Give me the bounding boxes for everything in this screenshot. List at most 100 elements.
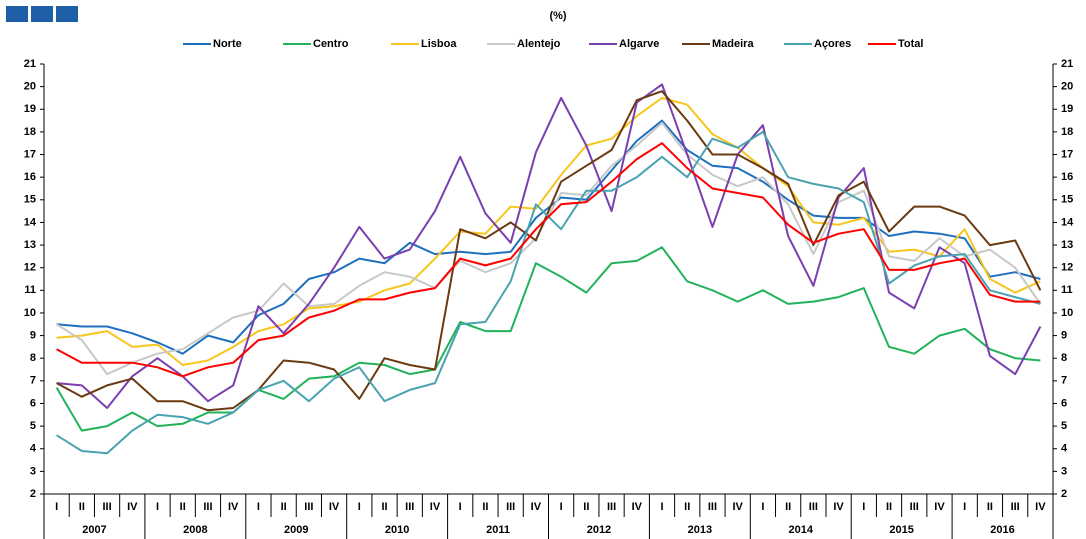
y-tick-label: 19 [24,103,36,115]
year-label: 2013 [688,524,712,536]
x-tick-label: II [79,501,85,513]
year-label: 2016 [990,524,1014,536]
x-tick-label: II [987,501,993,513]
y2-tick-label: 16 [1061,171,1073,183]
y2-tick-label: 7 [1061,375,1067,387]
x-tick-label: I [862,501,865,513]
year-label: 2011 [486,524,510,536]
y2-tick-label: 10 [1061,307,1073,319]
x-tick-label: III [708,501,717,513]
year-label: 2009 [284,524,308,536]
series-line [56,119,1041,355]
y-tick-label: 15 [24,194,36,206]
x-tick-label: III [506,501,515,513]
y-tick-label: 17 [24,148,36,160]
y-tick-label: 18 [24,126,36,138]
x-tick-label: I [55,501,58,513]
x-tick-label: I [358,501,361,513]
y-tick-label: 5 [30,420,36,432]
legend-label: Total [898,38,923,50]
legend-label: Algarve [619,38,659,50]
x-tick-label: IV [228,501,239,513]
y-tick-label: 8 [30,352,36,364]
x-tick-label: I [963,501,966,513]
year-label: 2012 [587,524,611,536]
x-tick-label: I [761,501,764,513]
year-label: 2007 [82,524,106,536]
y2-tick-label: 11 [1061,284,1073,296]
x-tick-label: IV [1035,501,1046,513]
legend-label: Centro [313,38,349,50]
x-tick-label: II [281,501,287,513]
legend-label: Açores [814,38,851,50]
y2-tick-label: 3 [1061,465,1067,477]
y2-tick-label: 4 [1061,443,1068,455]
series-line [56,83,1042,409]
y-tick-label: 12 [24,262,36,274]
legend-label: Lisboa [421,38,457,50]
y-tick-label: 11 [24,284,36,296]
x-tick-label: IV [430,501,441,513]
year-label: 2010 [385,524,409,536]
x-tick-label: I [660,501,663,513]
y-tick-label: 14 [24,216,37,228]
x-tick-label: II [785,501,791,513]
x-tick-label: III [1011,501,1020,513]
x-tick-label: III [203,501,212,513]
x-tick-label: II [381,501,387,513]
y-tick-label: 4 [30,443,37,455]
x-tick-label: II [180,501,186,513]
chart-subtitle: (%) [549,10,566,22]
x-tick-label: III [607,501,616,513]
x-tick-label: III [102,501,111,513]
x-tick-label: IV [934,501,945,513]
x-tick-label: I [257,501,260,513]
y2-tick-label: 19 [1061,103,1073,115]
y2-tick-label: 17 [1061,148,1073,160]
y-tick-label: 20 [24,81,36,93]
x-tick-label: IV [329,501,340,513]
y2-tick-label: 20 [1061,81,1073,93]
series-line [56,121,1042,376]
series-line [56,130,1041,455]
series-line [56,96,1041,366]
x-tick-label: III [809,501,818,513]
x-tick-label: IV [732,501,743,513]
year-label: 2008 [183,524,207,536]
y2-tick-label: 6 [1061,397,1067,409]
x-tick-label: II [583,501,589,513]
y-tick-label: 13 [24,239,36,251]
x-tick-label: II [684,501,690,513]
series-line [56,90,1042,412]
y2-tick-label: 18 [1061,126,1073,138]
year-label: 2014 [789,524,814,536]
legend-label: Alentejo [517,38,561,50]
x-tick-label: I [560,501,563,513]
x-tick-label: IV [127,501,138,513]
y-tick-label: 10 [24,307,36,319]
x-tick-label: III [405,501,414,513]
logo [6,6,78,22]
y-tick-label: 21 [24,58,36,70]
x-tick-label: I [459,501,462,513]
y-tick-label: 2 [30,488,36,500]
x-tick-label: IV [632,501,643,513]
x-tick-label: I [156,501,159,513]
y-tick-label: 16 [24,171,36,183]
y2-tick-label: 5 [1061,420,1067,432]
y-tick-label: 6 [30,397,36,409]
x-tick-label: III [910,501,919,513]
y-tick-label: 7 [30,375,36,387]
y2-tick-label: 21 [1061,58,1073,70]
y2-tick-label: 15 [1061,194,1073,206]
x-tick-label: IV [833,501,844,513]
x-tick-label: III [304,501,313,513]
y2-tick-label: 8 [1061,352,1067,364]
y2-tick-label: 14 [1061,216,1074,228]
y2-tick-label: 9 [1061,329,1067,341]
legend-label: Madeira [712,38,754,50]
series-line [56,142,1041,378]
x-tick-label: IV [531,501,542,513]
legend-label: Norte [213,38,242,50]
